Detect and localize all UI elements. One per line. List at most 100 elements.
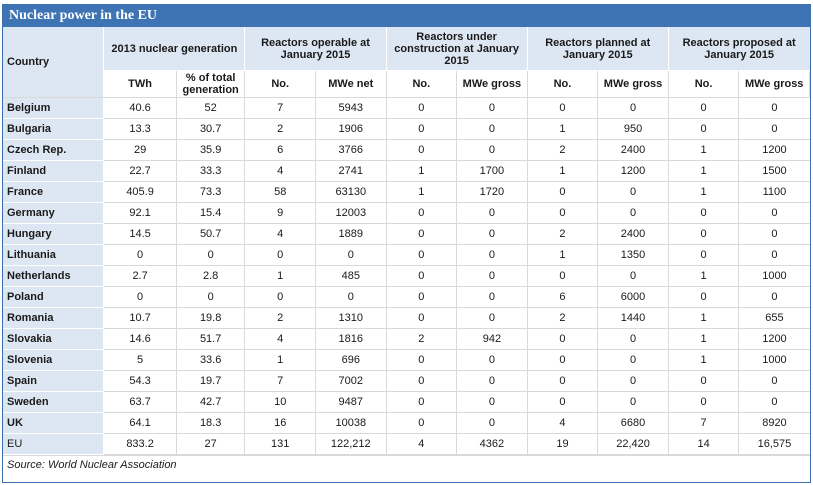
value-cell: 0 xyxy=(456,139,528,161)
value-cell: 696 xyxy=(315,349,387,371)
value-cell: 1200 xyxy=(738,328,810,350)
value-cell: 0 xyxy=(244,244,316,266)
value-cell: 0 xyxy=(597,202,669,224)
value-cell: 1 xyxy=(668,265,740,287)
value-cell: 0 xyxy=(527,349,599,371)
value-cell: 1 xyxy=(386,181,458,203)
value-cell: 29 xyxy=(103,139,177,161)
value-cell: 1000 xyxy=(738,349,810,371)
table-row: Lithuania 0 0 0 0 0 0 1 1350 0 0 xyxy=(3,244,810,266)
country-cell: Spain xyxy=(3,370,105,392)
value-cell: 30.7 xyxy=(176,118,246,140)
value-cell: 0 xyxy=(386,244,458,266)
value-cell: 3766 xyxy=(315,139,387,161)
value-cell: 1 xyxy=(668,349,740,371)
value-cell: 0 xyxy=(668,286,740,308)
country-cell: Germany xyxy=(3,202,105,224)
value-cell: 0 xyxy=(527,391,599,413)
value-cell: 22.7 xyxy=(103,160,177,182)
value-cell: 0 xyxy=(668,391,740,413)
value-cell: 0 xyxy=(315,244,387,266)
table-title: Nuclear power in the EU xyxy=(3,5,810,27)
value-cell: 0 xyxy=(597,328,669,350)
value-cell: 0 xyxy=(738,202,810,224)
value-cell: 0 xyxy=(456,202,528,224)
value-cell: 950 xyxy=(597,118,669,140)
value-cell: 12003 xyxy=(315,202,387,224)
value-cell: 0 xyxy=(386,307,458,329)
value-cell: 1350 xyxy=(597,244,669,266)
sub-header-operable-mwe: MWe net xyxy=(315,70,387,98)
value-cell: 1500 xyxy=(738,160,810,182)
value-cell: 2.8 xyxy=(176,265,246,287)
value-cell: 0 xyxy=(386,223,458,245)
value-cell: 6680 xyxy=(597,412,669,434)
value-cell: 10 xyxy=(244,391,316,413)
table-row: Finland 22.7 33.3 4 2741 1 1700 1 1200 1 1500 xyxy=(3,160,810,182)
value-cell: 14.5 xyxy=(103,223,177,245)
value-cell: 54.3 xyxy=(103,370,177,392)
value-cell: 122,212 xyxy=(315,433,387,455)
value-cell: 1440 xyxy=(597,307,669,329)
value-cell: 0 xyxy=(597,181,669,203)
value-cell: 1906 xyxy=(315,118,387,140)
value-cell: 1 xyxy=(244,265,316,287)
value-cell: 22,420 xyxy=(597,433,669,455)
table-row: Sweden 63.7 42.7 10 9487 0 0 0 0 0 0 xyxy=(3,391,810,413)
nuclear-power-table: Country 2013 nuclear generation Reactors… xyxy=(3,27,810,455)
value-cell: 27 xyxy=(176,433,246,455)
value-cell: 4 xyxy=(244,160,316,182)
source-note: Source: World Nuclear Association xyxy=(3,455,810,474)
table-row: UK 64.1 18.3 16 10038 0 0 4 6680 7 8920 xyxy=(3,412,810,434)
value-cell: 0 xyxy=(668,97,740,119)
value-cell: 0 xyxy=(668,370,740,392)
value-cell: 0 xyxy=(668,223,740,245)
value-cell: 1000 xyxy=(738,265,810,287)
value-cell: 1200 xyxy=(597,160,669,182)
value-cell: 35.9 xyxy=(176,139,246,161)
sub-header-pct: % of total generation xyxy=(176,70,246,98)
value-cell: 42.7 xyxy=(176,391,246,413)
sub-header-planned-mwe: MWe gross xyxy=(597,70,669,98)
value-cell: 0 xyxy=(527,97,599,119)
country-cell: Slovenia xyxy=(3,349,105,371)
value-cell: 92.1 xyxy=(103,202,177,224)
table-row: Germany 92.1 15.4 9 12003 0 0 0 0 0 0 xyxy=(3,202,810,224)
value-cell: 0 xyxy=(597,265,669,287)
country-cell: EU xyxy=(3,433,105,455)
value-cell: 1 xyxy=(527,160,599,182)
value-cell: 1 xyxy=(386,160,458,182)
value-cell: 9487 xyxy=(315,391,387,413)
value-cell: 5 xyxy=(103,349,177,371)
value-cell: 0 xyxy=(386,370,458,392)
value-cell: 0 xyxy=(386,286,458,308)
value-cell: 4 xyxy=(244,223,316,245)
value-cell: 9 xyxy=(244,202,316,224)
table-row: France 405.9 73.3 58 63130 1 1720 0 0 1 1100 xyxy=(3,181,810,203)
value-cell: 1100 xyxy=(738,181,810,203)
country-cell: Hungary xyxy=(3,223,105,245)
value-cell: 18.3 xyxy=(176,412,246,434)
value-cell: 7 xyxy=(244,97,316,119)
table-row: Poland 0 0 0 0 0 0 6 6000 0 0 xyxy=(3,286,810,308)
value-cell: 7 xyxy=(244,370,316,392)
value-cell: 33.6 xyxy=(176,349,246,371)
value-cell: 13.3 xyxy=(103,118,177,140)
value-cell: 0 xyxy=(456,265,528,287)
value-cell: 6 xyxy=(527,286,599,308)
country-cell: Bulgaria xyxy=(3,118,105,140)
table-row: Slovakia 14.6 51.7 4 1816 2 942 0 0 1 1200 xyxy=(3,328,810,350)
group-header-construction: Reactors under construction at January 2… xyxy=(386,27,528,71)
value-cell: 2.7 xyxy=(103,265,177,287)
sub-header-twh: TWh xyxy=(103,70,177,98)
value-cell: 131 xyxy=(244,433,316,455)
group-header-operable: Reactors operable at January 2015 xyxy=(244,27,387,71)
value-cell: 2 xyxy=(527,223,599,245)
value-cell: 655 xyxy=(738,307,810,329)
value-cell: 0 xyxy=(456,118,528,140)
table-row: Slovenia 5 33.6 1 696 0 0 0 0 1 1000 xyxy=(3,349,810,371)
value-cell: 1 xyxy=(244,349,316,371)
value-cell: 58 xyxy=(244,181,316,203)
value-cell: 33.3 xyxy=(176,160,246,182)
value-cell: 4 xyxy=(527,412,599,434)
